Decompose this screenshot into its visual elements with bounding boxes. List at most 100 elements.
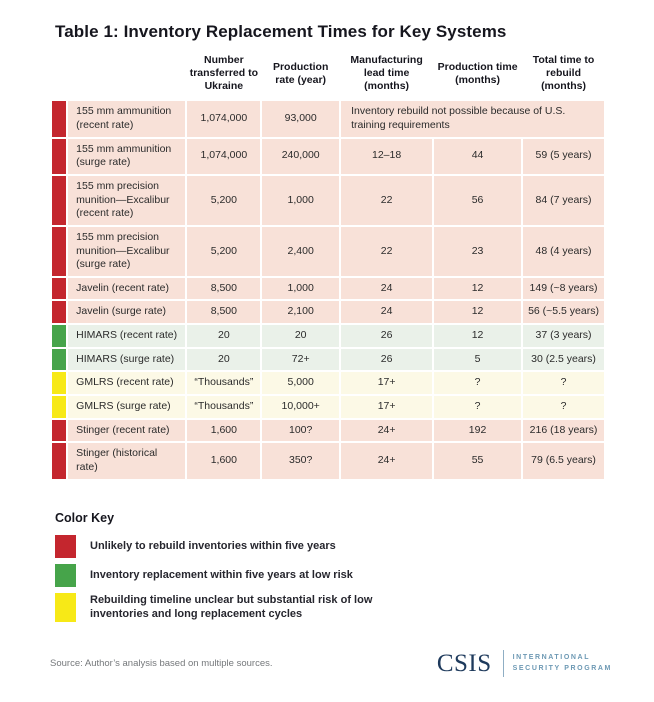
- value-cell: 72+: [262, 348, 340, 371]
- value-cell: 192: [434, 419, 522, 442]
- value-cell: 20: [187, 325, 261, 347]
- table-row: 155 mm ammunition (surge rate) 1,074,000 2…: [52, 138, 604, 174]
- yellow-status-swatch: [52, 372, 67, 394]
- system-label: Javelin (recent rate): [68, 277, 186, 300]
- table-row: HIMARS (recent rate) 20 20 26 12 37 (3 years): [52, 325, 604, 347]
- system-label: 155 mm precision munition—Excalibur (sur…: [68, 226, 186, 276]
- value-cell: 56: [434, 175, 522, 225]
- value-cell: 1,074,000: [187, 138, 261, 174]
- red-status-swatch: [52, 301, 67, 324]
- system-label: 155 mm ammunition (surge rate): [68, 138, 186, 174]
- color-key-heading: Color Key: [55, 510, 115, 525]
- green-status-swatch: [52, 348, 67, 371]
- red-status-swatch: [52, 101, 67, 137]
- value-cell: 8,500: [187, 301, 261, 324]
- value-cell: 240,000: [262, 138, 340, 174]
- red-status-swatch: [52, 443, 67, 479]
- table-row: 155 mm ammunition (recent rate) 1,074,000…: [52, 101, 604, 137]
- table-row: 155 mm precision munition—Excalibur (sur…: [52, 226, 604, 276]
- value-cell: 216 (18 years): [523, 419, 604, 442]
- csis-wordmark: CSIS: [436, 650, 492, 677]
- source-note: Source: Author’s analysis based on multi…: [50, 658, 273, 669]
- value-cell: 26: [341, 325, 433, 347]
- red-status-swatch: [52, 138, 67, 174]
- key-item: Rebuilding timeline unclear but substant…: [55, 592, 654, 623]
- color-key: Color Key Unlikely to rebuild inventorie…: [55, 511, 654, 623]
- value-cell: 55: [434, 443, 522, 479]
- key-item-label: Rebuilding timeline unclear but substant…: [90, 593, 373, 621]
- value-cell: 48 (4 years): [523, 226, 604, 276]
- inventory-table: Number transferred to Ukraine Production …: [50, 50, 606, 481]
- column-header: Production rate (year): [262, 52, 340, 100]
- table-row: Javelin (surge rate) 8,500 2,100 24 12 56 (~5…: [52, 301, 604, 324]
- value-cell: ?: [434, 395, 522, 418]
- value-cell: 10,000+: [262, 395, 340, 418]
- key-item-label: Inventory replacement within five years …: [90, 568, 353, 581]
- value-cell: 149 (~8 years): [523, 277, 604, 300]
- program-name: INTERNATIONAL SECURITY PROGRAM: [513, 653, 612, 674]
- value-cell: 26: [341, 348, 433, 371]
- value-cell: 84 (7 years): [523, 175, 604, 225]
- merged-note-cell: Inventory rebuild not possible because o…: [341, 101, 604, 137]
- system-label: 155 mm ammunition (recent rate): [68, 101, 186, 137]
- red-status-swatch: [52, 419, 67, 442]
- value-cell: 1,600: [187, 443, 261, 479]
- table-row: Stinger (historical rate) 1,600 350? 24+ 55 7…: [52, 443, 604, 479]
- value-cell: 12–18: [341, 138, 433, 174]
- red-status-swatch: [52, 175, 67, 225]
- value-cell: ?: [523, 372, 604, 394]
- value-cell: 350?: [262, 443, 340, 479]
- system-label: GMLRS (recent rate): [68, 372, 186, 394]
- red-key-swatch: [55, 534, 76, 558]
- value-cell: ?: [434, 372, 522, 394]
- value-cell: 5,200: [187, 226, 261, 276]
- page: Table 1: Inventory Replacement Times for…: [0, 22, 654, 702]
- value-cell: 59 (5 years): [523, 138, 604, 174]
- system-label: Stinger (recent rate): [68, 419, 186, 442]
- value-cell: 79 (6.5 years): [523, 443, 604, 479]
- yellow-key-swatch: [55, 592, 76, 623]
- table-row: GMLRS (recent rate) “Thousands” 5,000 17+??: [52, 372, 604, 394]
- value-cell: 12: [434, 277, 522, 300]
- value-cell: 24: [341, 277, 433, 300]
- value-cell: 5,200: [187, 175, 261, 225]
- system-label: 155 mm precision munition—Excalibur (rec…: [68, 175, 186, 225]
- value-cell: 24+: [341, 419, 433, 442]
- value-cell: 8,500: [187, 277, 261, 300]
- value-cell: 22: [341, 226, 433, 276]
- program-line2: SECURITY PROGRAM: [512, 664, 612, 672]
- value-cell: 1,000: [262, 277, 340, 300]
- value-cell: 1,074,000: [187, 101, 261, 137]
- red-status-swatch: [52, 277, 67, 300]
- csis-logo: CSIS INTERNATIONAL SECURITY PROGRAM: [437, 650, 612, 677]
- table-row: Javelin (recent rate) 8,500 1,000 24 12 149 (…: [52, 277, 604, 300]
- value-cell: 17+: [341, 395, 433, 418]
- table-row: GMLRS (surge rate) “Thousands” 10,000+ 17+?…: [52, 395, 604, 418]
- table-title: Table 1: Inventory Replacement Times for…: [55, 22, 507, 41]
- value-cell: 100?: [262, 419, 340, 442]
- value-cell: 1,600: [187, 419, 261, 442]
- table-row: 155 mm precision munition—Excalibur (rec…: [52, 175, 604, 225]
- value-cell: 24: [341, 301, 433, 324]
- value-cell: 24+: [341, 443, 433, 479]
- value-cell: 5,000: [262, 372, 340, 394]
- value-cell: ?: [523, 395, 604, 418]
- system-label: Javelin (surge rate): [68, 301, 186, 324]
- value-cell: 22: [341, 175, 433, 225]
- system-label: GMLRS (surge rate): [68, 395, 186, 418]
- value-cell: “Thousands”: [187, 395, 261, 418]
- column-header: Number transferred to Ukraine: [187, 52, 261, 100]
- yellow-status-swatch: [52, 395, 67, 418]
- value-cell: 12: [434, 301, 522, 324]
- column-header: Manufacturing lead time (months): [341, 52, 433, 100]
- table-row: HIMARS (surge rate) 20 72+ 26 5 30 (2.5 years…: [52, 348, 604, 371]
- value-cell: 37 (3 years): [523, 325, 604, 347]
- table-header: Number transferred to Ukraine Production …: [52, 52, 604, 100]
- key-item-label: Unlikely to rebuild inventories within f…: [90, 539, 336, 552]
- value-cell: 17+: [341, 372, 433, 394]
- value-cell: 20: [187, 348, 261, 371]
- value-cell: 5: [434, 348, 522, 371]
- header-blank: [52, 52, 186, 100]
- logo-divider: [502, 650, 504, 677]
- column-header: Production time (months): [434, 52, 522, 100]
